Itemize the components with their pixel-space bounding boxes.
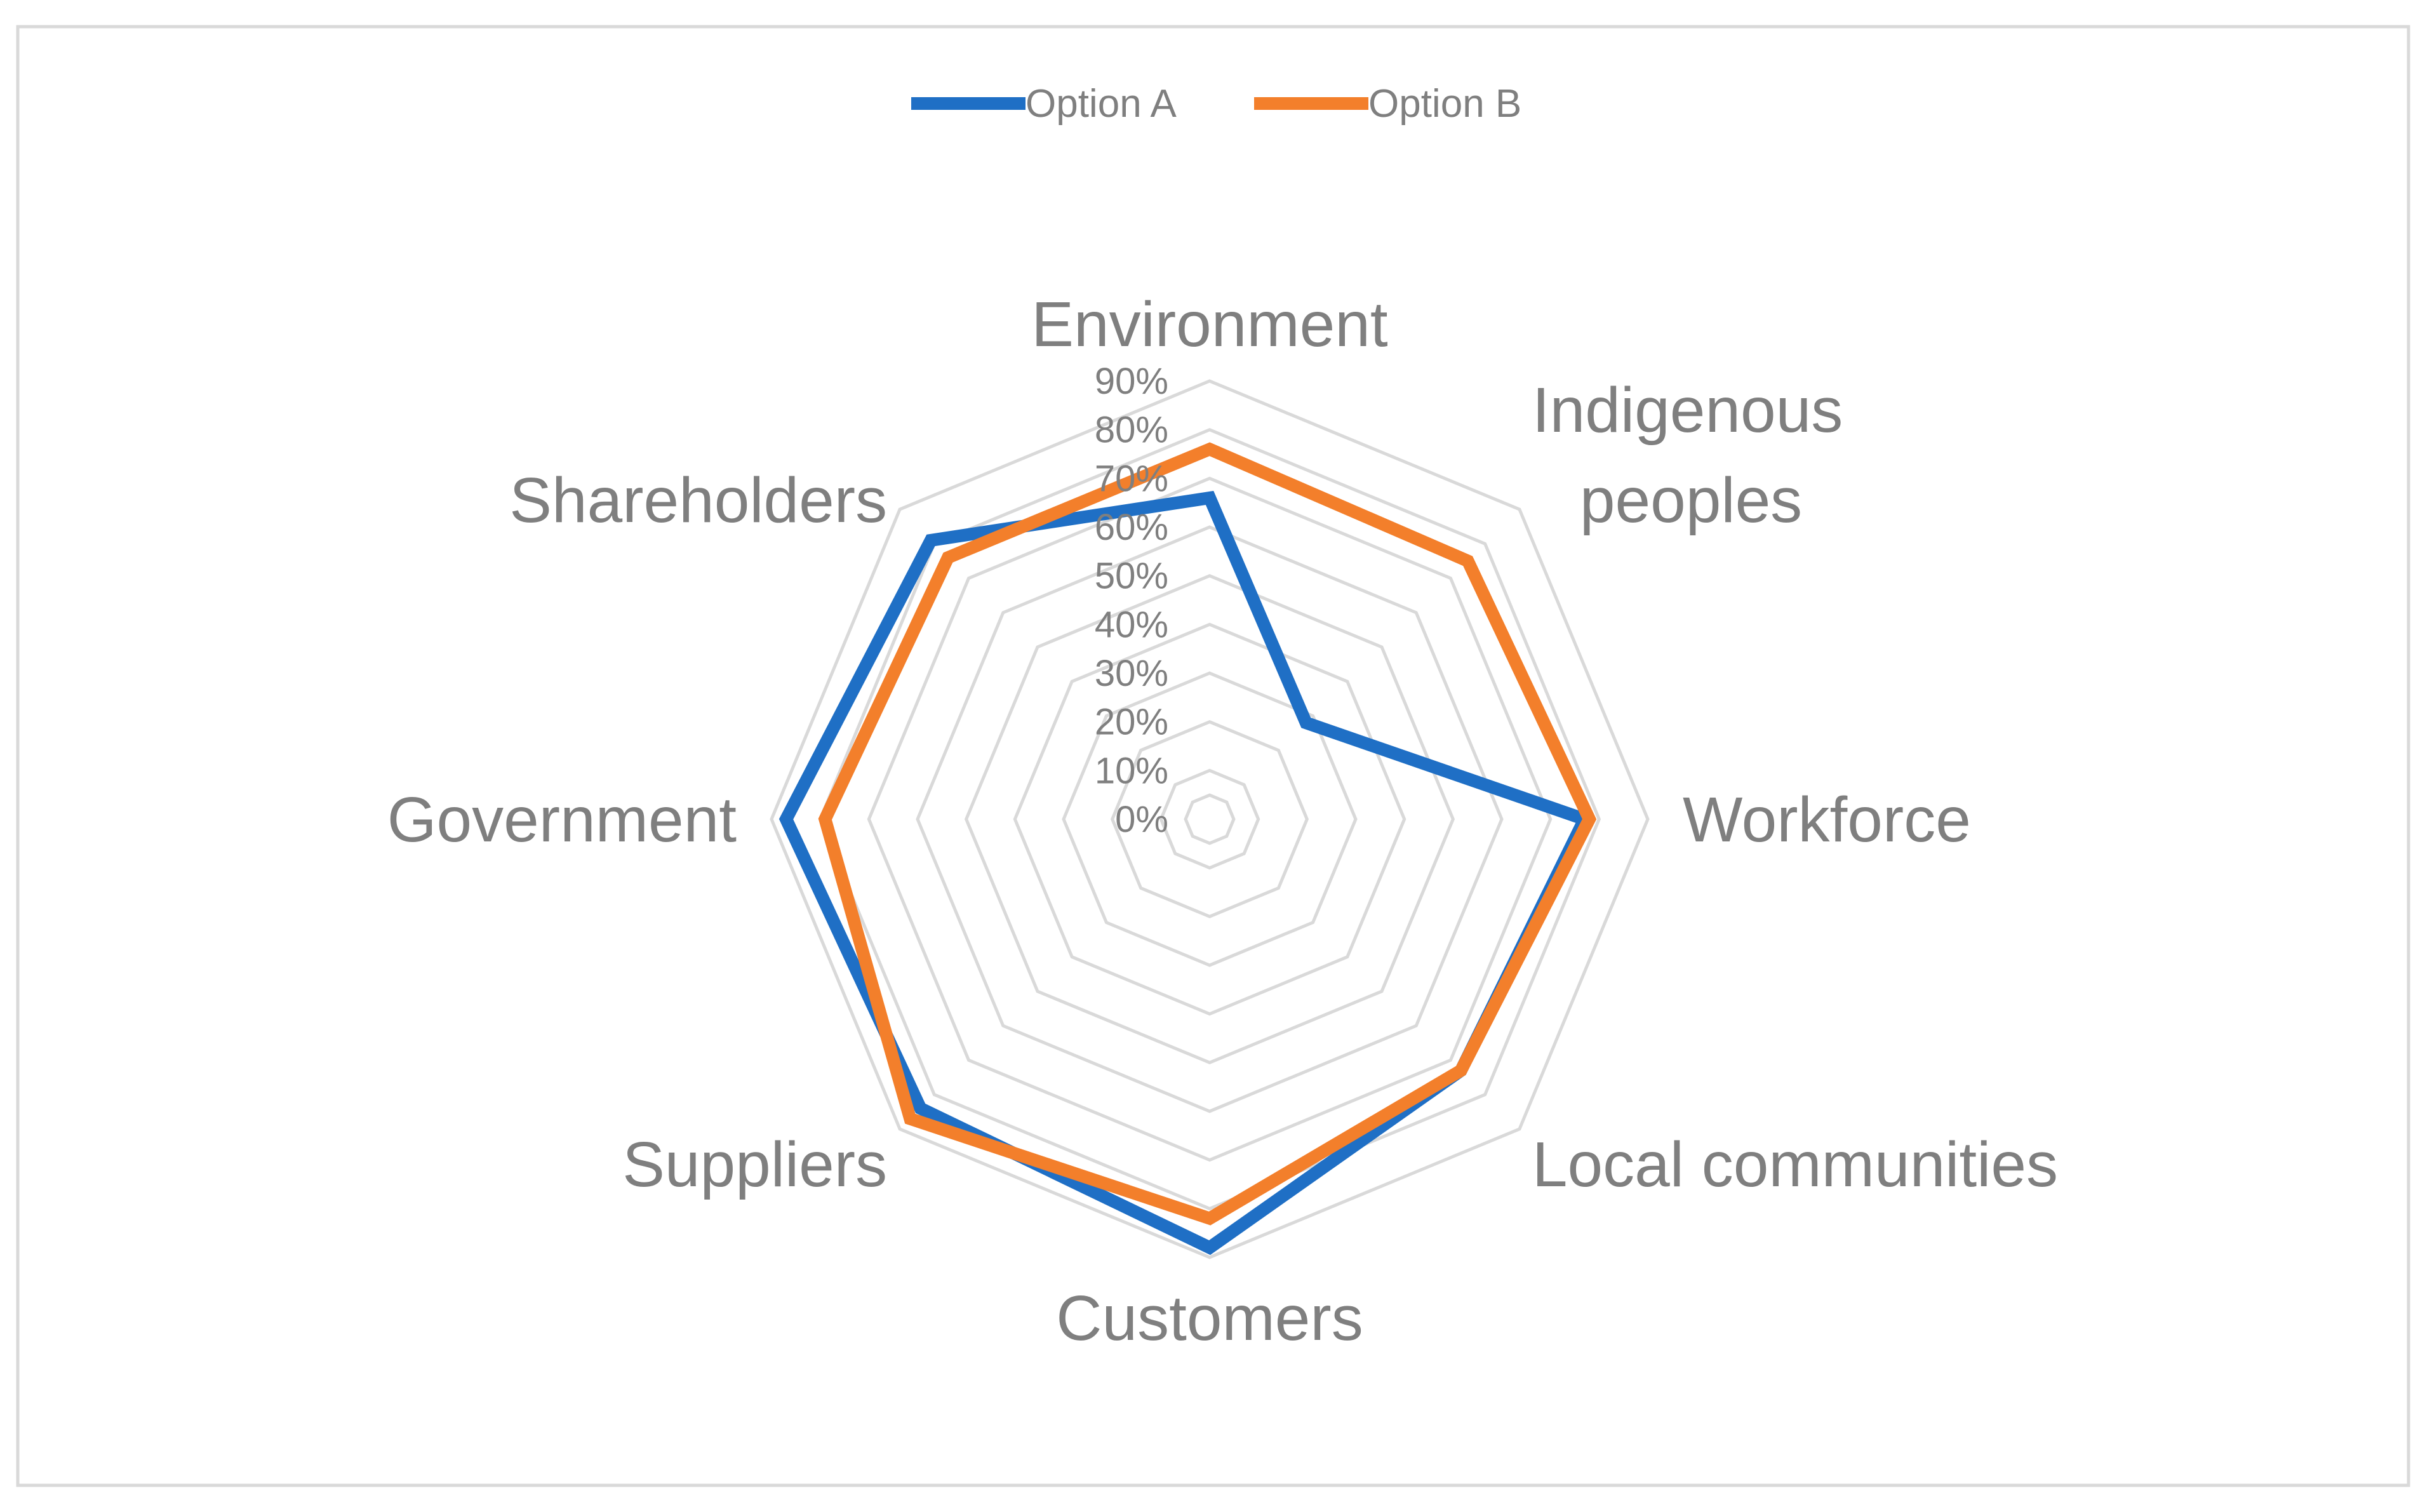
grid-ring bbox=[916, 525, 1504, 1113]
grid-ring bbox=[1062, 671, 1358, 967]
legend-item-option-a: Option A bbox=[911, 82, 1177, 126]
category-label: Suppliers bbox=[622, 1129, 887, 1200]
r-tick-label: 60% bbox=[1095, 507, 1168, 548]
category-labels: Environment Indigenous peoples Workforce Loc… bbox=[387, 289, 2058, 1354]
series-line-option-b bbox=[818, 442, 1597, 1226]
legend-item-option-b: Option B bbox=[1254, 82, 1521, 126]
category-label: Shareholders bbox=[509, 465, 887, 536]
grid-ring bbox=[1110, 719, 1309, 919]
category-label: Local communities bbox=[1532, 1129, 2058, 1200]
grid bbox=[770, 379, 1650, 1259]
series bbox=[778, 442, 1597, 1255]
r-tick-label: 0% bbox=[1115, 799, 1168, 840]
legend-label: Option B bbox=[1368, 82, 1521, 126]
r-tick-label: 10% bbox=[1095, 750, 1168, 791]
grid-ring bbox=[1184, 793, 1236, 845]
category-label: Environment bbox=[1031, 289, 1388, 360]
grid-ring bbox=[1013, 622, 1406, 1016]
r-tick-label: 90% bbox=[1095, 361, 1168, 402]
category-label: Indigenous peoples bbox=[1532, 375, 1843, 536]
grid-ring bbox=[1159, 768, 1260, 870]
series-line-option-a bbox=[778, 490, 1594, 1255]
grid-ring bbox=[770, 379, 1650, 1259]
category-label: Government bbox=[387, 784, 737, 855]
grid-ring bbox=[964, 573, 1455, 1065]
r-tick-label: 40% bbox=[1095, 604, 1168, 645]
radial-ticks: 0% 10% 20% 30% 40% 50% 60% 70% 80% 90% bbox=[1095, 361, 1168, 840]
r-tick-label: 80% bbox=[1095, 410, 1168, 451]
legend-label: Option A bbox=[1026, 82, 1177, 126]
grid-ring bbox=[818, 427, 1601, 1211]
category-label: Workforce bbox=[1683, 784, 1971, 855]
r-tick-label: 70% bbox=[1095, 458, 1168, 499]
grid-ring bbox=[867, 476, 1553, 1162]
chart-border bbox=[16, 25, 2410, 1487]
category-label: Customers bbox=[1056, 1283, 1363, 1354]
r-tick-label: 50% bbox=[1095, 556, 1168, 597]
r-tick-label: 30% bbox=[1095, 653, 1168, 694]
legend: Option A Option B bbox=[911, 82, 1521, 126]
r-tick-label: 20% bbox=[1095, 702, 1168, 743]
